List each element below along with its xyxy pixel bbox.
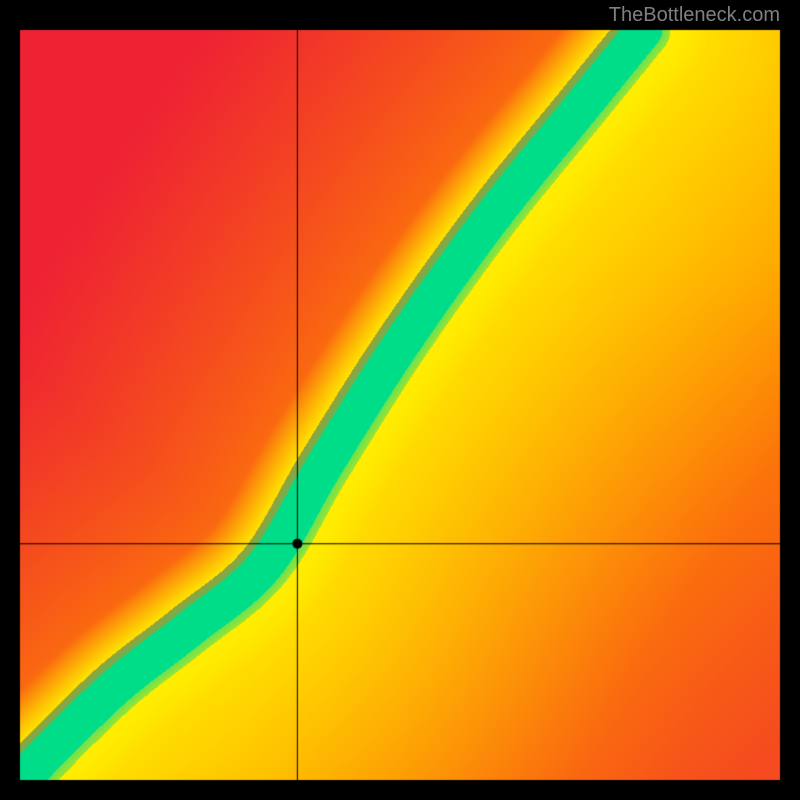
bottleneck-heatmap <box>0 0 800 800</box>
chart-container: TheBottleneck.com <box>0 0 800 800</box>
watermark-text: TheBottleneck.com <box>609 4 780 27</box>
